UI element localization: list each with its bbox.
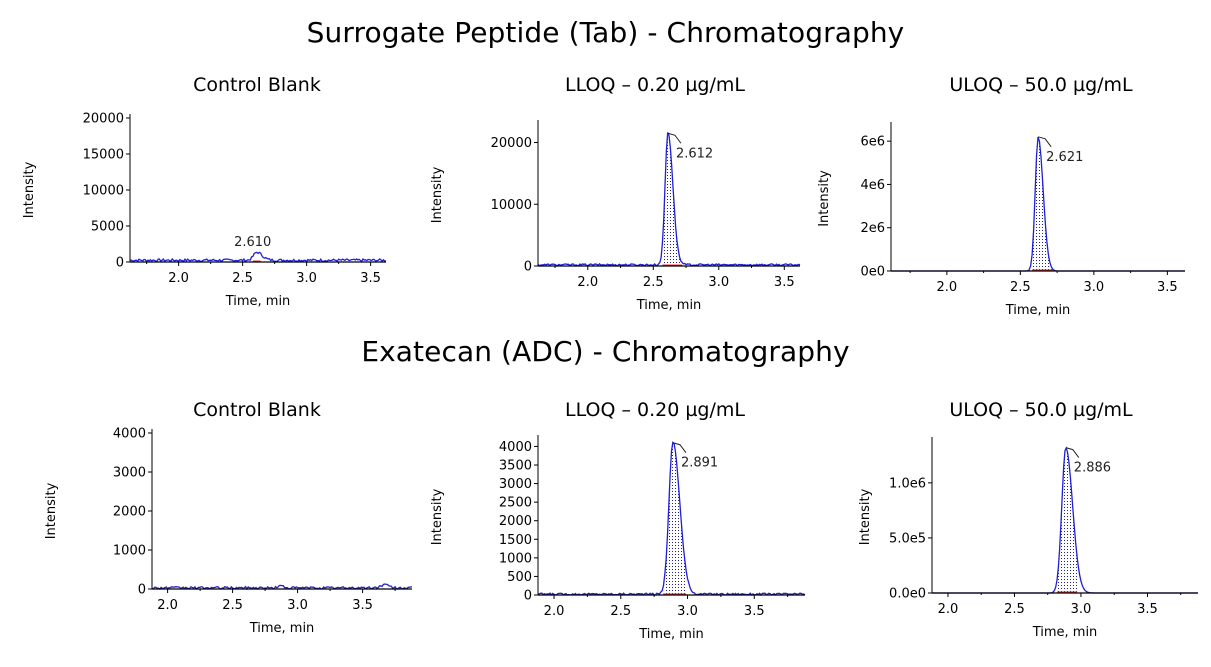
peak-label-leader xyxy=(667,132,682,144)
peak-area xyxy=(1032,136,1053,271)
y-tick-label: 5000 xyxy=(91,220,124,235)
panel-title: LLOQ – 0.20 µg/mL xyxy=(565,74,745,96)
y-tick-label: 1.0e6 xyxy=(889,476,926,491)
y-tick-label: 4000 xyxy=(113,427,146,442)
panel-title: LLOQ – 0.20 µg/mL xyxy=(565,399,745,421)
peak-label: 2.612 xyxy=(676,146,713,161)
x-tick-label: 2.5 xyxy=(1004,602,1025,617)
y-tick-label: 10000 xyxy=(83,184,124,199)
peak-label-leader xyxy=(1038,136,1052,148)
x-tick-label: 3.0 xyxy=(677,604,698,619)
peak-label-leader xyxy=(1065,447,1080,458)
chromatogram-plot: 0 500 1000 1500 2000 2500 3000 3500 4000 2.0 2.5 3.… xyxy=(430,435,806,642)
y-tick-label: 3500 xyxy=(499,459,532,474)
peak-label: 2.891 xyxy=(681,456,718,471)
x-tick-label: 2.0 xyxy=(938,602,959,617)
y-tick-label: 0.0e0 xyxy=(889,587,926,602)
y-tick-label: 0 xyxy=(524,260,532,275)
panel-title: ULOQ – 50.0 µg/mL xyxy=(949,399,1133,421)
x-tick-label: 3.5 xyxy=(744,604,765,619)
chromatogram-plot: 0.0e0 5.0e5 1.0e6 2.0 2.5 3.0 3.5 Time, min Inte… xyxy=(858,437,1198,640)
y-axis-label: Intensity xyxy=(22,161,37,218)
x-tick-label: 3.5 xyxy=(1137,602,1158,617)
x-axis-label: Time, min xyxy=(1005,303,1071,318)
x-tick-label: 3.0 xyxy=(287,598,308,613)
series-line xyxy=(151,583,413,591)
peak-area xyxy=(662,132,683,266)
y-tick-label: 0 xyxy=(138,583,146,598)
y-tick-label: 0 xyxy=(116,256,124,271)
x-tick-label: 3.0 xyxy=(1084,280,1105,295)
x-tick-label: 2.5 xyxy=(610,604,631,619)
x-tick-label: 3.5 xyxy=(360,271,381,286)
x-tick-label: 2.5 xyxy=(643,275,664,290)
section-title-bottom: Exatecan (ADC) - Chromatography xyxy=(361,335,850,368)
x-tick-label: 3.5 xyxy=(352,598,373,613)
series-line xyxy=(537,132,801,267)
y-tick-label: 20000 xyxy=(83,112,124,127)
y-tick-label: 3000 xyxy=(499,477,532,492)
y-tick-label: 6e6 xyxy=(860,135,885,150)
y-tick-label: 0 xyxy=(524,589,532,604)
y-tick-label: 15000 xyxy=(83,148,124,163)
y-tick-label: 1000 xyxy=(499,551,532,566)
x-axis-label: Time, min xyxy=(636,298,702,313)
y-axis-label: Intensity xyxy=(44,482,59,539)
panel-title: Control Blank xyxy=(193,74,321,96)
x-tick-label: 2.5 xyxy=(1010,280,1031,295)
x-tick-label: 3.5 xyxy=(774,275,795,290)
y-tick-label: 1000 xyxy=(113,544,146,559)
y-axis-label: Intensity xyxy=(817,170,832,227)
x-tick-label: 3.0 xyxy=(1071,602,1092,617)
peak-label: 2.610 xyxy=(234,235,271,250)
x-tick-label: 2.0 xyxy=(157,598,178,613)
x-tick-label: 2.5 xyxy=(232,271,253,286)
series-line xyxy=(129,251,387,263)
x-axis-label: Time, min xyxy=(249,621,315,636)
peak-label-leader xyxy=(672,442,687,454)
chromatogram-plot: 0 5000 10000 15000 20000 2.0 2.5 3.0 3.5 Time, mi… xyxy=(22,112,387,309)
y-tick-label: 2500 xyxy=(499,496,532,511)
x-tick-label: 3.0 xyxy=(296,271,317,286)
chromatogram-plot: 0 10000 20000 2.0 2.5 3.0 3.5 Time, min Intensit… xyxy=(430,120,801,313)
y-tick-label: 5.0e5 xyxy=(889,531,926,546)
y-tick-label: 3000 xyxy=(113,466,146,481)
y-axis-label: Intensity xyxy=(430,166,445,223)
peak-label: 2.621 xyxy=(1046,150,1083,165)
panel-title: Control Blank xyxy=(193,399,321,421)
y-axis-label: Intensity xyxy=(858,488,873,545)
x-tick-label: 2.0 xyxy=(577,275,598,290)
y-tick-label: 2000 xyxy=(113,505,146,520)
y-tick-label: 20000 xyxy=(491,136,532,151)
y-tick-label: 2000 xyxy=(499,514,532,529)
panel-title: ULOQ – 50.0 µg/mL xyxy=(949,74,1133,96)
x-tick-label: 2.0 xyxy=(168,271,189,286)
x-tick-label: 3.0 xyxy=(708,275,729,290)
y-tick-label: 0e0 xyxy=(860,265,885,280)
chromatogram-plot: 0e0 2e6 4e6 6e6 2.0 2.5 3.0 3.5 Time, min Intensi… xyxy=(817,122,1185,318)
x-axis-label: Time, min xyxy=(225,294,291,309)
y-tick-label: 10000 xyxy=(491,198,532,213)
chromatogram-plot: 0 1000 2000 3000 4000 2.0 2.5 3.0 3.5 Time, min In… xyxy=(44,427,413,636)
y-tick-label: 4000 xyxy=(499,440,532,455)
y-tick-label: 4e6 xyxy=(860,178,885,193)
x-tick-label: 2.0 xyxy=(937,280,958,295)
x-tick-label: 2.5 xyxy=(222,598,243,613)
peak-area xyxy=(663,442,687,595)
y-tick-label: 1500 xyxy=(499,533,532,548)
y-tick-label: 2e6 xyxy=(860,221,885,236)
x-tick-label: 3.5 xyxy=(1157,280,1178,295)
x-axis-label: Time, min xyxy=(1032,625,1098,640)
y-tick-label: 500 xyxy=(507,570,532,585)
peak-label: 2.886 xyxy=(1074,461,1111,476)
section-title-top: Surrogate Peptide (Tab) - Chromatography xyxy=(306,16,905,49)
x-tick-label: 2.0 xyxy=(544,604,565,619)
x-axis-label: Time, min xyxy=(638,627,704,642)
peak-area xyxy=(1057,448,1077,593)
y-axis-label: Intensity xyxy=(430,488,445,545)
